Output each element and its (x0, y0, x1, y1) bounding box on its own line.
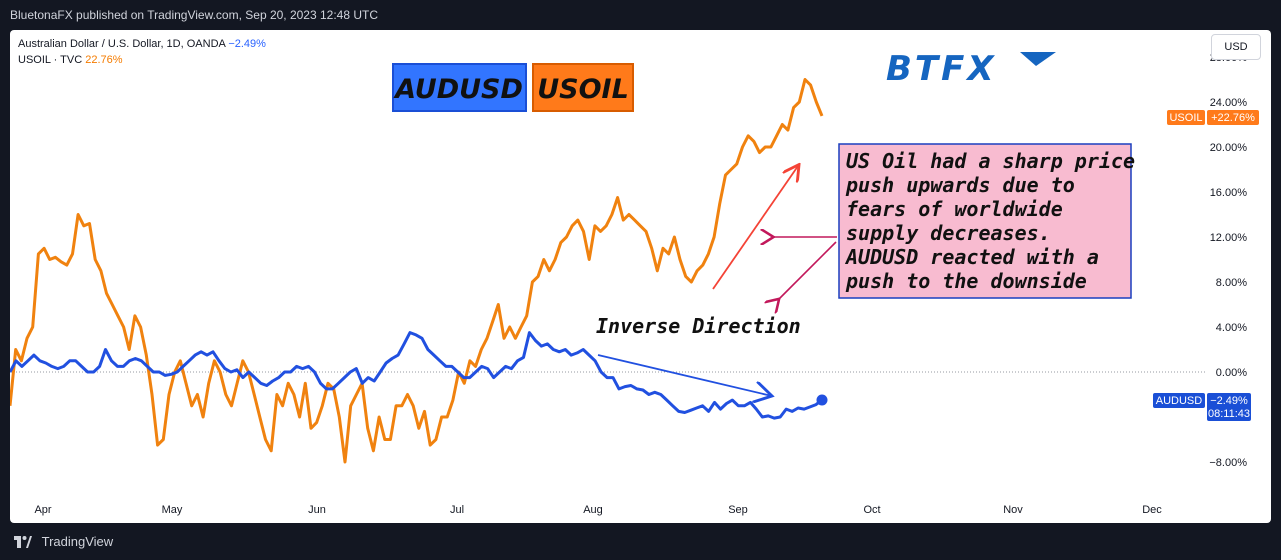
publisher-text: BluetonaFX published on TradingView.com,… (10, 8, 379, 22)
currency-button[interactable]: USD (1211, 34, 1261, 60)
legend-usoil-value: 22.76% (85, 54, 123, 66)
legend-audusd-label: Australian Dollar / U.S. Dollar, 1D, OAN… (18, 38, 226, 50)
audusd-title-text: AUDUSD (393, 74, 523, 105)
inverse-arrow (597, 354, 772, 396)
btfx-logo-text: BTFX (886, 49, 997, 89)
legend-row-audusd: Australian Dollar / U.S. Dollar, 1D, OAN… (18, 36, 266, 52)
usoil-price-tag-value: +22.76% (1211, 112, 1255, 124)
chart-canvas[interactable]: 28.00%24.00%20.00%16.00%12.00%8.00%4.00%… (10, 30, 1271, 523)
usoil-price-tag-name: USOIL (1169, 112, 1202, 124)
y-tick-label: 8.00% (1216, 277, 1247, 289)
audusd-price-tag: AUDUSD −2.49% 08:11:43 (1153, 393, 1251, 421)
annotation-line-6: push to the downside (845, 269, 1087, 293)
x-tick-label: Apr (34, 504, 51, 516)
annotation-line-5: AUDUSD reacted with a (844, 245, 1099, 269)
footer-brand: TradingView (41, 533, 114, 549)
annotation-line-3: fears of worldwide (846, 197, 1063, 221)
publisher-bar: BluetonaFX published on TradingView.com,… (0, 0, 1281, 30)
usoil-price-tag: USOIL +22.76% (1167, 110, 1259, 125)
x-tick-label: Dec (1142, 504, 1162, 516)
tradingview-logo-icon (14, 535, 32, 548)
x-tick-label: Jun (308, 504, 326, 516)
annotation-line-2: push upwards due to (845, 173, 1075, 197)
audusd-price-tag-value: −2.49% (1210, 395, 1248, 407)
audusd-price-tag-name: AUDUSD (1156, 395, 1203, 407)
annotation-line-4: supply decreases. (846, 221, 1051, 245)
chart-legend: Australian Dollar / U.S. Dollar, 1D, OAN… (18, 36, 266, 68)
y-tick-label: 16.00% (1210, 187, 1248, 199)
down-arrow (778, 241, 837, 300)
x-tick-label: Jul (450, 504, 464, 516)
annotation-line-1: US Oil had a sharp price (846, 149, 1135, 173)
y-tick-label: 0.00% (1216, 367, 1247, 379)
x-tick-label: Nov (1003, 504, 1023, 516)
btfx-logo: BTFX (886, 49, 1056, 89)
y-tick-label: 20.00% (1210, 142, 1248, 154)
y-tick-label: 24.00% (1210, 97, 1248, 109)
x-tick-label: Aug (583, 504, 603, 516)
y-tick-label: 12.00% (1210, 232, 1248, 244)
up-arrow (712, 166, 798, 290)
usoil-series-line (10, 78, 824, 464)
audusd-title-tag: AUDUSD (392, 63, 527, 112)
annotation-note: US Oil had a sharp price push upwards du… (838, 143, 1135, 299)
usoil-title-text: USOIL (537, 74, 629, 105)
usoil-title-tag: USOIL (532, 63, 634, 112)
y-tick-label: −8.00% (1209, 457, 1247, 469)
x-tick-label: Sep (728, 504, 748, 516)
x-tick-label: Oct (863, 504, 880, 516)
legend-usoil-label: USOIL · TVC (18, 54, 83, 66)
audusd-last-point (816, 394, 828, 406)
legend-audusd-value: −2.49% (228, 38, 266, 50)
x-tick-label: May (162, 504, 183, 516)
inverse-direction-label: Inverse Direction (596, 314, 801, 338)
audusd-series-line (10, 331, 823, 420)
chart-panel[interactable]: 28.00%24.00%20.00%16.00%12.00%8.00%4.00%… (10, 30, 1271, 523)
legend-row-usoil: USOIL · TVC 22.76% (18, 52, 266, 68)
audusd-price-tag-timer: 08:11:43 (1208, 408, 1250, 420)
y-tick-label: 4.00% (1216, 322, 1247, 334)
footer-bar: TradingView (0, 523, 1281, 559)
